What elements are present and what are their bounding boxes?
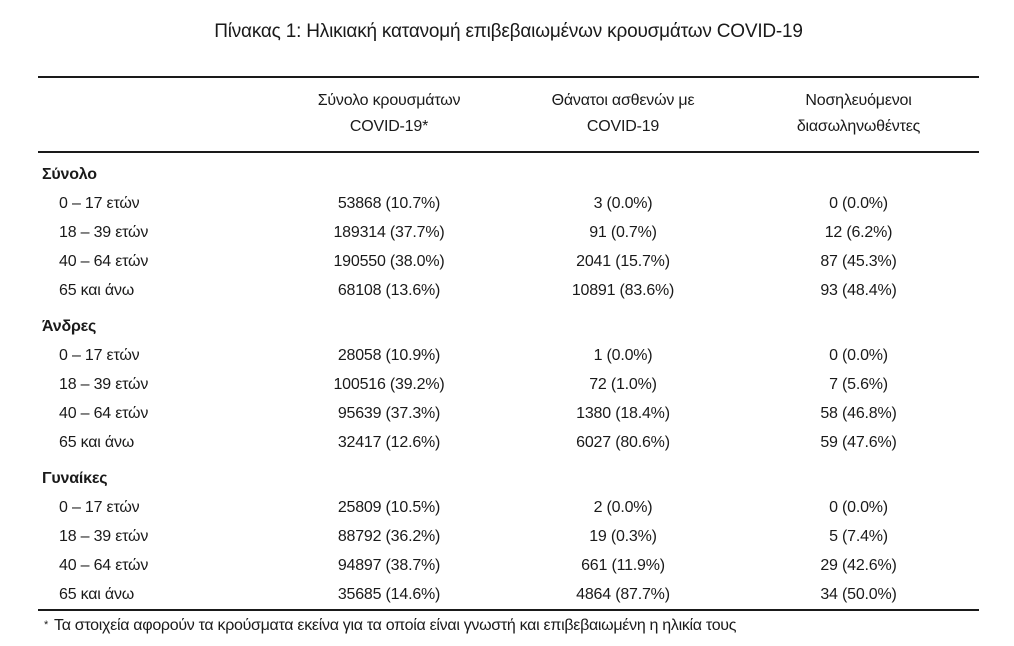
age-group-label: 0 – 17 ετών [59,499,140,516]
cases-value: 190550 (38.0%) [333,253,445,270]
age-group-label: 18 – 39 ετών [59,224,149,241]
deaths-value: 2041 (15.7%) [576,253,670,270]
column-header-cases-line1: Σύνολο κρουσμάτων [317,92,461,109]
column-header-cases-line2: COVID-19* [349,118,429,135]
section-header-row: Γυναίκες [38,457,979,493]
age-group-label: 0 – 17 ετών [59,347,140,364]
deaths-value: 4864 (87.7%) [576,586,670,603]
deaths-value: 19 (0.3%) [589,528,657,545]
cases-value: 28058 (10.9%) [337,347,441,364]
table-body: Σύνολο 0 – 17 ετών 53868 (10.7%) 3 (0.0%) 0 … [38,152,979,610]
footnote: * Τα στοιχεία αφορούν τα κρούσματα εκείνα… [44,616,979,636]
table-row: 18 – 39 ετών 88792 (36.2%) 19 (0.3%) 5 (7.4… [38,522,979,551]
table-row: 65 και άνω 35685 (14.6%) 4864 (87.7%) 34 (5… [38,580,979,610]
cases-value: 25809 (10.5%) [337,499,441,516]
age-group-label: 0 – 17 ετών [59,195,140,212]
table-row: 0 – 17 ετών 53868 (10.7%) 3 (0.0%) 0 (0.0%) [38,189,979,218]
cases-value: 94897 (38.7%) [337,557,441,574]
deaths-value: 661 (11.9%) [581,557,665,574]
column-header-deaths-line2: COVID-19 [586,118,660,135]
row-label-column-header [38,77,270,152]
age-group-label: 40 – 64 ετών [59,405,149,422]
table-row: 0 – 17 ετών 25809 (10.5%) 2 (0.0%) 0 (0.0%) [38,493,979,522]
cases-value: 88792 (36.2%) [337,528,441,545]
cases-value: 35685 (14.6%) [337,586,441,603]
section-header-row: Άνδρες [38,305,979,341]
cases-value: 53868 (10.7%) [337,195,441,212]
intubated-value: 0 (0.0%) [829,499,888,516]
deaths-value: 72 (1.0%) [589,376,657,393]
age-group-label: 65 και άνω [59,282,135,299]
age-group-label: 40 – 64 ετών [59,253,149,270]
intubated-value: 0 (0.0%) [829,195,888,212]
table-row: 18 – 39 ετών 100516 (39.2%) 72 (1.0%) 7 (5.… [38,370,979,399]
table-row: 65 και άνω 32417 (12.6%) 6027 (80.6%) 59 (4… [38,428,979,457]
intubated-value: 58 (46.8%) [820,405,897,422]
intubated-value: 59 (47.6%) [820,434,897,451]
intubated-value: 29 (42.6%) [820,557,897,574]
age-group-label: 65 και άνω [59,434,135,451]
deaths-value: 10891 (83.6%) [571,282,675,299]
deaths-value: 1380 (18.4%) [576,405,670,422]
table-row: 40 – 64 ετών 94897 (38.7%) 661 (11.9%) 29 (… [38,551,979,580]
deaths-value: 6027 (80.6%) [576,434,670,451]
column-header-deaths: Θάνατοι ασθενών με COVID-19 [508,77,738,152]
section-label: Γυναίκες [42,470,108,487]
section-label: Σύνολο [42,166,97,183]
cases-value: 100516 (39.2%) [333,376,445,393]
age-group-label: 40 – 64 ετών [59,557,149,574]
intubated-value: 34 (50.0%) [820,586,897,603]
age-group-label: 18 – 39 ετών [59,528,149,545]
column-header-cases: Σύνολο κρουσμάτων COVID-19* [270,77,508,152]
age-group-label: 18 – 39 ετών [59,376,149,393]
column-header-intubated: Νοσηλευόμενοι διασωληνωθέντες [738,77,979,152]
footnote-marker: * [44,619,48,631]
cases-value: 189314 (37.7%) [333,224,445,241]
table-row: 40 – 64 ετών 95639 (37.3%) 1380 (18.4%) 58 … [38,399,979,428]
table-row: 65 και άνω 68108 (13.6%) 10891 (83.6%) 93 (… [38,276,979,305]
table-row: 40 – 64 ετών 190550 (38.0%) 2041 (15.7%) 87… [38,247,979,276]
intubated-value: 93 (48.4%) [820,282,897,299]
page-title: Πίνακας 1: Ηλικιακή κατανομή επιβεβαιωμέ… [214,21,803,42]
age-group-label: 65 και άνω [59,586,135,603]
deaths-value: 1 (0.0%) [593,347,653,364]
intubated-value: 87 (45.3%) [820,253,897,270]
table-row: 0 – 17 ετών 28058 (10.9%) 1 (0.0%) 0 (0.0%) [38,341,979,370]
deaths-value: 91 (0.7%) [589,224,657,241]
header-row: Σύνολο κρουσμάτων COVID-19* Θάνατοι ασθε… [38,77,979,152]
cases-value: 68108 (13.6%) [337,282,441,299]
deaths-value: 2 (0.0%) [593,499,653,516]
deaths-value: 3 (0.0%) [593,195,653,212]
data-table: Σύνολο κρουσμάτων COVID-19* Θάνατοι ασθε… [38,76,979,611]
intubated-value: 12 (6.2%) [824,224,893,241]
column-header-intubated-line2: διασωληνωθέντες [796,118,921,135]
cases-value: 95639 (37.3%) [337,405,441,422]
intubated-value: 0 (0.0%) [829,347,888,364]
column-header-intubated-line1: Νοσηλευόμενοι [805,92,912,109]
intubated-value: 7 (5.6%) [829,376,888,393]
intubated-value: 5 (7.4%) [829,528,888,545]
footnote-text: Τα στοιχεία αφορούν τα κρούσματα εκείνα … [53,617,737,634]
column-header-deaths-line1: Θάνατοι ασθενών με [551,92,695,109]
section-label: Άνδρες [42,318,97,335]
table-row: 18 – 39 ετών 189314 (37.7%) 91 (0.7%) 12 (6… [38,218,979,247]
section-header-row: Σύνολο [38,152,979,189]
cases-value: 32417 (12.6%) [337,434,441,451]
